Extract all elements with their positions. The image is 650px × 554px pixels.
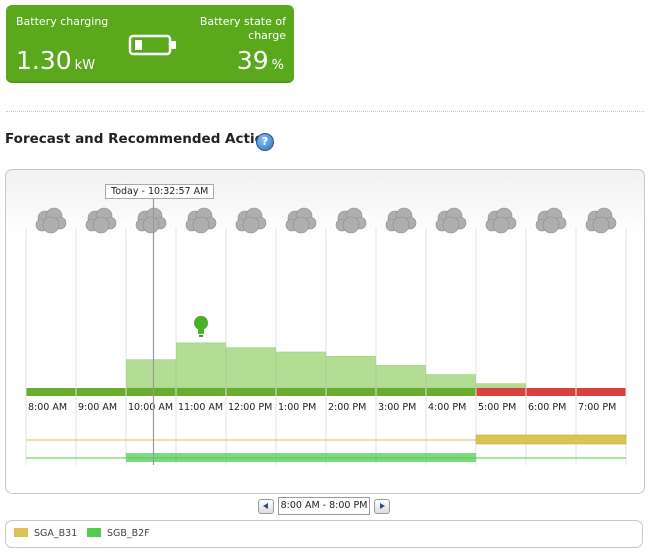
forecast-chart-panel: 8:00 AM 9:00 AM 10:00 AM 11:00 AM 12:00 PM 1:… <box>5 169 645 494</box>
charging-number: 1.30 <box>16 46 72 75</box>
forecast-level-bar <box>426 374 476 389</box>
action-bar <box>326 388 376 396</box>
action-bar <box>126 388 176 396</box>
hour-label: 5:00 PM <box>478 402 516 413</box>
arrow-right-icon[interactable] <box>374 499 390 514</box>
soc-unit: % <box>271 58 284 73</box>
lightbulb-icon <box>194 315 208 337</box>
legend-label-sga: SGA_B31 <box>34 528 78 539</box>
forecast-level-bar <box>226 347 276 389</box>
cloud-icon <box>435 207 467 234</box>
action-bar <box>176 388 226 396</box>
hour-label: 8:00 AM <box>28 402 67 413</box>
action-bar <box>226 388 276 396</box>
action-bar <box>26 388 76 396</box>
action-bar <box>426 388 476 396</box>
arrow-left-icon[interactable] <box>258 499 274 514</box>
legend-item-sga[interactable]: SGA_B31 <box>14 528 77 539</box>
action-bar <box>476 388 526 396</box>
cloud-icon <box>35 207 67 234</box>
forecast-level-bar <box>126 359 176 389</box>
sgb-active-band <box>126 453 476 462</box>
hour-label: 11:00 AM <box>178 402 223 413</box>
charging-unit: kW <box>74 58 96 73</box>
cloud-icon <box>135 207 167 234</box>
hour-label: 7:00 PM <box>578 402 616 413</box>
action-bar <box>76 388 126 396</box>
forecast-level-bar <box>476 383 526 389</box>
legend-swatch-sga <box>14 528 28 537</box>
hour-label: 10:00 AM <box>128 402 173 413</box>
hour-label: 3:00 PM <box>378 402 416 413</box>
forecast-level-bar <box>326 356 376 389</box>
hour-label: 6:00 PM <box>528 402 566 413</box>
legend-item-sgb[interactable]: SGB_B2F <box>87 528 150 539</box>
cloud-icon <box>235 207 267 234</box>
battery-status-card: Battery charging Battery state of charge… <box>6 5 294 83</box>
current-time-label: Today - 10:32:57 AM <box>105 184 215 199</box>
battery-charging-value: 1.30 kW <box>16 47 95 80</box>
forecast-level-bar <box>276 351 326 389</box>
legend-swatch-sgb <box>87 528 101 537</box>
forecast-level-bar <box>176 342 226 389</box>
action-bar <box>576 388 626 396</box>
cloud-icon <box>485 207 517 234</box>
battery-soc-value: 39% <box>237 47 284 80</box>
forecast-chart: 8:00 AM 9:00 AM 10:00 AM 11:00 AM 12:00 PM 1:… <box>25 198 627 465</box>
time-range-display: 8:00 AM - 8:00 PM <box>278 497 370 515</box>
cloud-icon <box>85 207 117 234</box>
hour-label: 4:00 PM <box>428 402 466 413</box>
hour-label: 12:00 PM <box>228 402 272 413</box>
soc-number: 39 <box>236 46 269 75</box>
question-mark-icon[interactable]: ? <box>256 133 274 151</box>
cloud-icon <box>535 207 567 234</box>
hour-label: 9:00 AM <box>78 402 117 413</box>
section-title: Forecast and Recommended Action <box>5 131 274 147</box>
sga-active-band <box>475 434 627 445</box>
cloud-icon <box>285 207 317 234</box>
hour-label: 1:00 PM <box>278 402 316 413</box>
forecast-level-bar <box>376 365 426 389</box>
legend-label-sgb: SGB_B2F <box>107 528 150 539</box>
action-bar <box>526 388 576 396</box>
cloud-icon <box>585 207 617 234</box>
battery-charging-label: Battery charging <box>16 15 109 28</box>
battery-soc-label: Battery state of charge <box>199 15 286 42</box>
hour-label: 2:00 PM <box>328 402 366 413</box>
legend: SGA_B31 SGB_B2F <box>5 520 643 548</box>
cloud-icon <box>335 207 367 234</box>
section-divider <box>6 111 644 112</box>
battery-low-icon <box>128 34 176 56</box>
cloud-icon <box>185 207 217 234</box>
action-bar <box>276 388 326 396</box>
action-bar <box>376 388 426 396</box>
cloud-icon <box>385 207 417 234</box>
